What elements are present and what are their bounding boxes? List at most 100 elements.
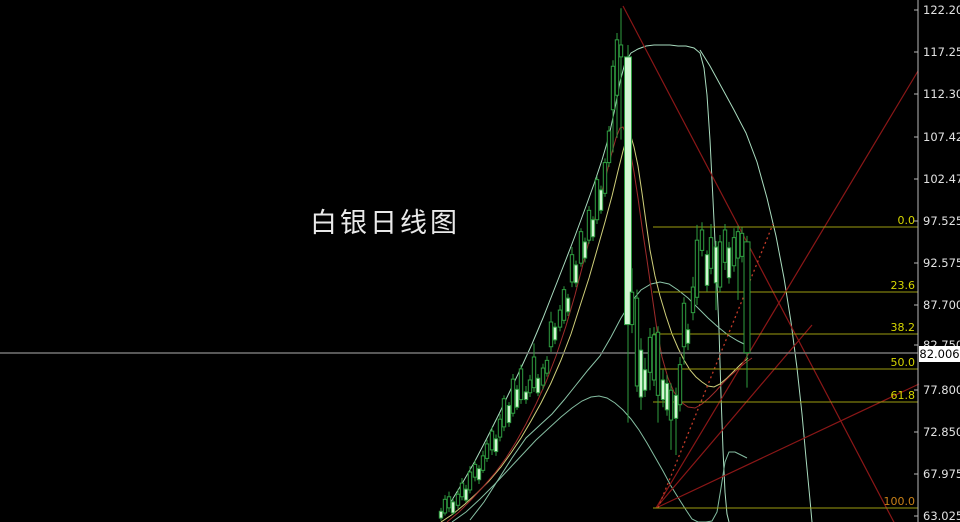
trendline: [655, 324, 813, 509]
candle-body: [438, 510, 444, 519]
candle-body: [527, 379, 533, 394]
candle: [569, 246, 575, 288]
candle-body: [677, 364, 683, 406]
candle: [472, 460, 478, 482]
candle: [685, 323, 691, 351]
yellow-ma-line: [440, 131, 749, 522]
candle-body: [565, 297, 571, 313]
candle: [739, 227, 745, 263]
fib-label-0.0: 0.0: [898, 214, 916, 227]
candle-body: [590, 219, 596, 238]
candle-body: [459, 482, 465, 498]
candle: [484, 439, 490, 462]
candle-body: [493, 438, 499, 453]
candle: [501, 395, 507, 432]
candle: [590, 216, 596, 242]
candle-body: [510, 378, 516, 414]
candle-body: [497, 418, 503, 438]
candle: [624, 44, 632, 423]
candle: [690, 276, 696, 321]
candle: [651, 327, 657, 386]
candle: [722, 223, 728, 271]
price-axis-label: 122.200: [923, 3, 960, 17]
candle: [455, 489, 461, 509]
candle-body: [685, 329, 691, 344]
candle-body: [726, 247, 732, 279]
candle-body: [594, 179, 600, 221]
candle-body: [735, 231, 741, 259]
candle: [527, 374, 533, 398]
trendline: [655, 383, 920, 509]
candle-body: [582, 241, 588, 259]
candle-body: [561, 289, 567, 321]
candle-body: [442, 498, 448, 514]
candle: [561, 286, 567, 324]
candle-body: [535, 377, 541, 394]
candle: [726, 241, 732, 284]
candle-body: [540, 367, 546, 386]
candle-body: [455, 493, 461, 506]
candle-body: [731, 237, 737, 267]
candle: [655, 326, 661, 423]
price-axis-label: 112.300: [923, 87, 960, 101]
current-price-badge: 82.006: [919, 346, 960, 362]
candle-body: [586, 209, 592, 241]
candle: [743, 235, 751, 388]
candle-body: [557, 309, 563, 328]
candle: [664, 374, 670, 416]
fib-label-38.2: 38.2: [891, 321, 916, 334]
candle: [618, 8, 624, 140]
candle-body: [598, 189, 604, 211]
candle: [535, 374, 541, 397]
red-ma-line: [446, 126, 753, 522]
candle-body: [578, 231, 584, 264]
candle: [694, 224, 700, 305]
candle-body: [655, 331, 661, 396]
candle: [531, 343, 537, 392]
candle-body: [634, 297, 640, 387]
candle: [713, 241, 719, 311]
price-axis-label: 92.575: [923, 256, 960, 270]
upper-band-line: [440, 44, 730, 522]
candle-body: [467, 471, 473, 491]
candle: [699, 222, 705, 257]
candle-body: [699, 229, 705, 251]
price-axis-label: 63.025: [923, 509, 960, 522]
candle-body: [668, 389, 674, 421]
candle-body: [660, 379, 666, 401]
candle: [578, 228, 584, 267]
candle: [647, 327, 653, 391]
candle-body: [573, 264, 579, 284]
candle-body: [501, 398, 507, 428]
candle-body: [480, 455, 486, 471]
candle-body: [614, 39, 620, 96]
candle-body: [713, 246, 719, 284]
candle-body: [690, 286, 696, 314]
trendline: [622, 5, 895, 522]
candle: [565, 293, 571, 317]
candle-body: [651, 334, 657, 381]
candle-body: [506, 405, 512, 424]
candle-body: [743, 241, 751, 354]
price-axis-label: 87.700: [923, 298, 960, 312]
candle: [673, 387, 679, 456]
candle-body: [708, 237, 714, 269]
candle: [638, 338, 644, 410]
candle: [523, 385, 529, 404]
price-axis-label: 67.975: [923, 467, 960, 481]
candle-body: [704, 254, 710, 286]
candle-body: [531, 356, 537, 389]
candle: [510, 374, 516, 417]
price-axis-label: 117.250: [923, 45, 960, 59]
fib-label-23.6: 23.6: [891, 279, 916, 292]
candle-body: [610, 65, 616, 111]
candle: [450, 498, 456, 515]
dotted-trendline: [657, 223, 774, 509]
candle: [594, 176, 600, 224]
candle: [629, 268, 635, 334]
candle: [552, 322, 558, 345]
candle-body: [484, 443, 490, 459]
price-axis-label: 97.525: [923, 214, 960, 228]
price-axis-label: 107.425: [923, 130, 960, 144]
